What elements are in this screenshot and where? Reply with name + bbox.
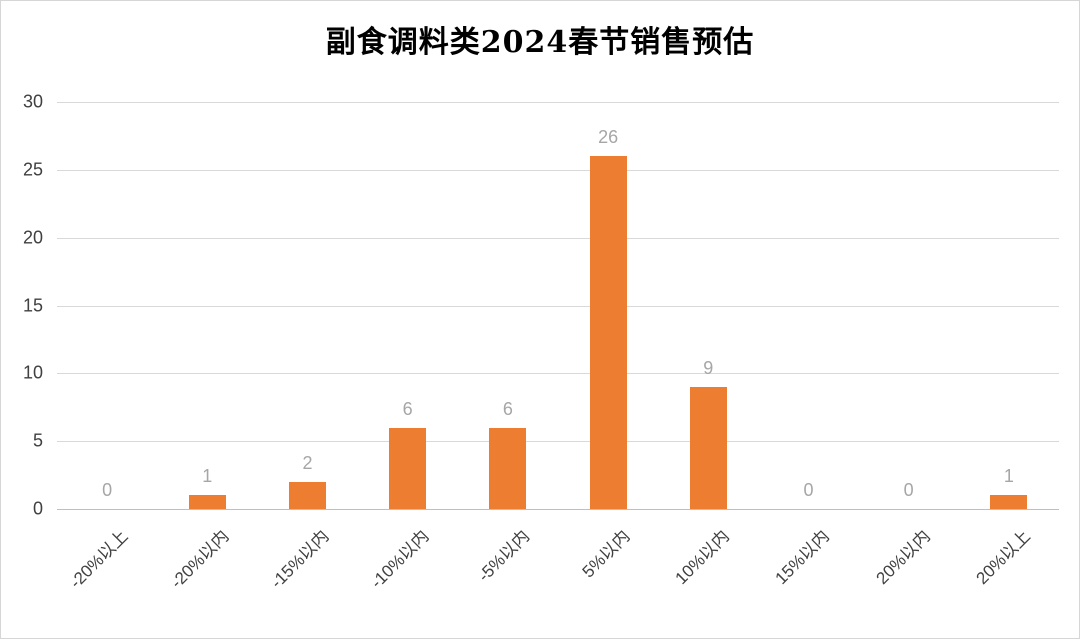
x-axis-line: [57, 509, 1059, 510]
bar-value-label: 9: [703, 357, 714, 378]
bar: [389, 427, 427, 509]
x-axis-category-label-text: -5%以内: [474, 526, 533, 586]
bar: [589, 156, 627, 509]
gridline: [57, 237, 1059, 239]
y-axis-tick-label: 5: [32, 430, 43, 451]
bar-value-label: 1: [1003, 466, 1014, 487]
x-axis-category-label-text: 20%以上: [972, 526, 1034, 589]
bar-value-label: 6: [502, 398, 513, 419]
bar-value-label: 0: [803, 480, 814, 500]
bar-value-label: 0: [102, 480, 113, 500]
gridline: [57, 169, 1059, 171]
x-axis-category-label-text: 15%以内: [771, 526, 834, 589]
gridline: [57, 373, 1059, 375]
y-axis-tick-label: 25: [22, 159, 43, 180]
bar: [188, 495, 226, 509]
x-axis-category-label-text: -10%以内: [367, 526, 433, 593]
bar: [489, 427, 527, 509]
bar: [990, 495, 1028, 509]
bar: [689, 386, 727, 509]
x-axis-category-label-text: -20%以上: [66, 526, 133, 593]
y-axis-tick-label: 0: [32, 498, 43, 519]
bar-value-label: 26: [598, 127, 619, 148]
bar-value-label: 2: [302, 452, 313, 473]
bar: [289, 481, 326, 509]
y-axis-tick-label: 10: [22, 362, 43, 383]
bar-value-label: 1: [202, 466, 213, 487]
chart-title: 副食调料类2024春节销售预估: [325, 25, 755, 60]
x-axis-category-label-text: -20%以内: [166, 526, 233, 593]
x-axis-category-label-text: 5%以内: [578, 526, 634, 582]
x-axis-category-label-text: 10%以内: [671, 526, 734, 589]
x-axis-category-label-text: -15%以内: [266, 526, 333, 593]
gridline: [57, 102, 1059, 103]
gridline: [57, 441, 1059, 443]
y-axis-tick-label: 20: [22, 227, 43, 248]
y-axis-tick-label: 30: [22, 91, 43, 112]
bar-value-label: 6: [402, 398, 413, 419]
x-axis-category-label-text: 20%以内: [872, 526, 934, 589]
plot-area: 0 5 10 15 20 25 30 0 -20%以上 1 -20%以内 2 -15%以内 6 -10%以内…: [23, 92, 1059, 592]
gridline: [57, 305, 1059, 307]
bar-value-label: 0: [903, 480, 914, 500]
y-axis-tick-label: 15: [22, 295, 43, 315]
